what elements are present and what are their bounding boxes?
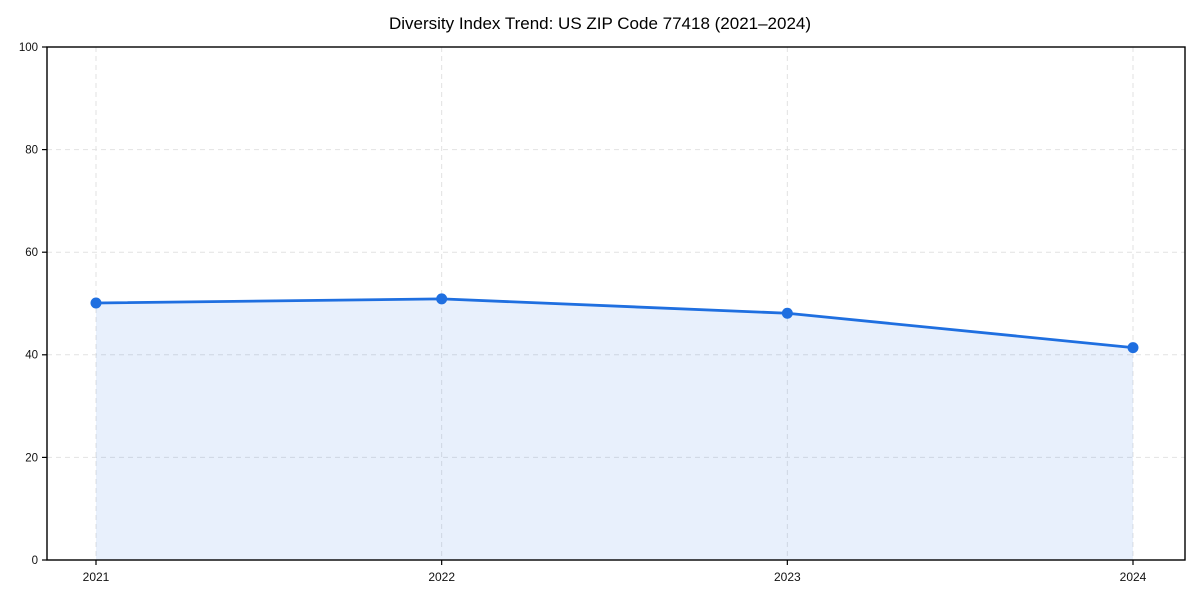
chart-title: Diversity Index Trend: US ZIP Code 77418… — [388, 14, 812, 33]
x-tick-label: 2022 — [428, 570, 455, 584]
y-tick-label: 60 — [25, 247, 38, 259]
y-tick-label: 80 — [25, 145, 38, 157]
plot-border — [46, 46, 1186, 561]
area-fill — [96, 298, 1133, 560]
data-point-2024 — [1127, 342, 1139, 354]
x-tick-label: 2021 — [83, 570, 110, 584]
y-tick-label: 20 — [25, 452, 38, 464]
x-tick-label: 2024 — [1120, 570, 1147, 584]
x-tick-label: 2023 — [774, 570, 801, 584]
data-point-2022 — [436, 293, 448, 305]
y-tick-label: 40 — [25, 350, 38, 362]
y-tick-label: 0 — [32, 555, 38, 567]
data-point-2023 — [781, 307, 793, 319]
trend-line — [94, 297, 1135, 350]
data-point-2021 — [90, 297, 102, 309]
y-tick-label: 100 — [19, 42, 38, 54]
